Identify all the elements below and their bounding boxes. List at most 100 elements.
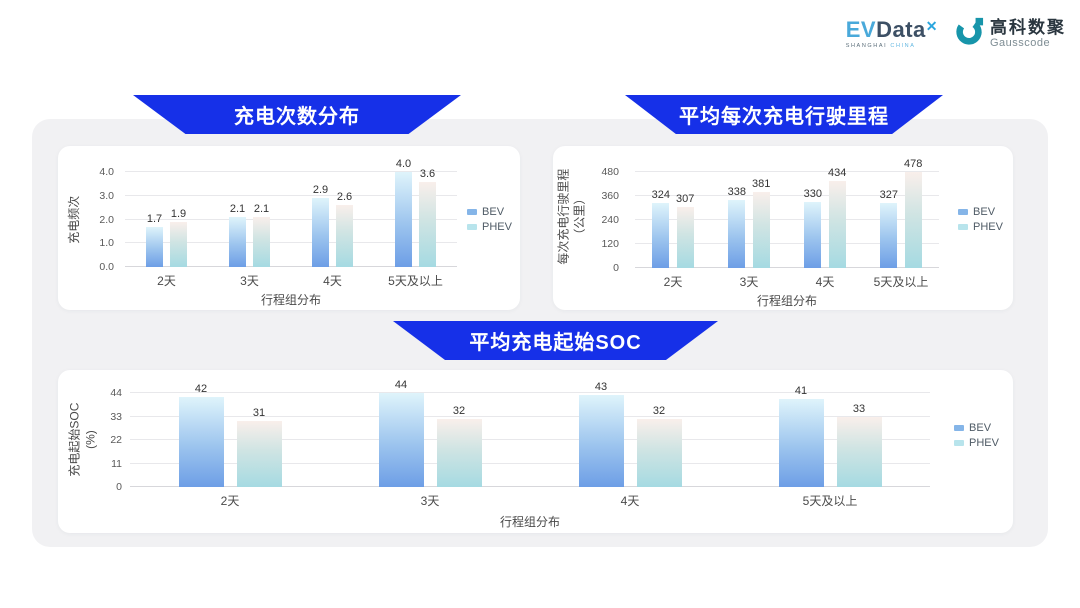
bar-value-label: 434 bbox=[828, 167, 847, 180]
y-tick-label: 480 bbox=[601, 166, 619, 178]
gridline bbox=[130, 486, 930, 487]
x-tick-label: 3天 bbox=[240, 274, 259, 288]
bar-group: 42 31 bbox=[130, 383, 330, 487]
legend-item-bev[interactable]: BEV bbox=[467, 206, 512, 218]
bar-column: 338 bbox=[728, 172, 746, 268]
bar-column: 32 bbox=[436, 393, 482, 487]
bar-value-label: 2.1 bbox=[253, 203, 270, 216]
legend-swatch-phev-icon bbox=[954, 440, 965, 446]
gausscode-logo: 高科数聚 Gausscode bbox=[954, 16, 1066, 51]
y-tick-label: 4.0 bbox=[99, 166, 114, 178]
y-tick-label: 0.0 bbox=[99, 261, 114, 273]
bar-phev-1 bbox=[253, 217, 270, 267]
bar-bev-2 bbox=[312, 198, 329, 267]
bar-group: 324 307 bbox=[635, 172, 711, 268]
legend-swatch-phev-icon bbox=[467, 224, 478, 230]
bar-value-label: 327 bbox=[879, 188, 898, 201]
bar-column: 324 bbox=[652, 172, 670, 268]
y-tick-label: 44 bbox=[110, 387, 122, 399]
y-tick-label: 240 bbox=[601, 214, 619, 226]
y-axis-ticks: 0 120 240 360 480 bbox=[591, 166, 625, 274]
x-tick-label: 2天 bbox=[220, 494, 240, 508]
x-axis-labels: 2天 3天 4天 5天及以上 bbox=[635, 273, 939, 289]
bar-group: 2.9 2.6 bbox=[291, 172, 374, 267]
gridline bbox=[635, 267, 939, 268]
legend-item-phev[interactable]: PHEV bbox=[467, 221, 512, 233]
bar-column: 44 bbox=[378, 379, 424, 487]
chart-avg-start-soc: 充电起始SOC (%) 0 11 22 33 44 42 31 44 32 43 32 41 33 2天… bbox=[58, 370, 1013, 533]
x-axis-title: 行程组分布 bbox=[499, 515, 560, 529]
legend: BEV PHEV bbox=[467, 206, 512, 233]
gridline bbox=[125, 242, 457, 244]
banner-title: 充电次数分布 bbox=[234, 106, 360, 128]
bar-column: 330 bbox=[804, 172, 822, 268]
x-tick-label: 4天 bbox=[323, 274, 342, 288]
chart-charging-frequency: 充电频次 0.0 1.0 2.0 3.0 4.0 1.7 1.9 2.1 2.1 2.9 2.6 4… bbox=[58, 146, 520, 310]
gausscode-en-text: Gausscode bbox=[990, 36, 1051, 49]
legend-item-phev[interactable]: PHEV bbox=[958, 221, 1003, 233]
y-tick-label: 33 bbox=[110, 410, 122, 423]
evdata-logo-data: Data bbox=[876, 16, 926, 42]
x-axis-title: 行程组分布 bbox=[260, 293, 321, 307]
bar-groups: 1.7 1.9 2.1 2.1 2.9 2.6 4.0 3.6 bbox=[125, 158, 457, 267]
legend-swatch-bev-icon bbox=[954, 425, 965, 431]
gridline bbox=[125, 171, 457, 172]
bar-group: 41 33 bbox=[730, 385, 930, 487]
legend-label: PHEV bbox=[969, 437, 999, 449]
legend-label: PHEV bbox=[482, 221, 512, 233]
bar-phev-0 bbox=[170, 221, 187, 267]
x-axis-title: 行程组分布 bbox=[756, 294, 817, 308]
bar-column: 4.0 bbox=[395, 158, 412, 267]
banner-title: 平均充电起始SOC bbox=[469, 332, 642, 354]
gridline bbox=[635, 195, 939, 196]
bar-bev-0 bbox=[652, 203, 670, 268]
gridline bbox=[635, 243, 939, 244]
bar-bev-1 bbox=[378, 393, 424, 487]
gridline bbox=[635, 171, 939, 172]
y-tick-label: 3.0 bbox=[99, 189, 114, 202]
bar-group: 4.0 3.6 bbox=[374, 158, 457, 267]
y-tick-label: 0 bbox=[116, 481, 122, 493]
x-tick-label: 5天及以上 bbox=[873, 275, 929, 289]
bar-bev-1 bbox=[728, 200, 746, 268]
bar-value-label: 330 bbox=[803, 188, 822, 200]
bar-column: 327 bbox=[880, 172, 898, 268]
plot-area: 42 31 44 32 43 32 41 33 bbox=[130, 379, 930, 487]
brand-logos: EVData✕ SHANGHAI CHINA 高科数聚 Gausscode bbox=[846, 16, 1066, 51]
legend-item-phev[interactable]: PHEV bbox=[954, 437, 999, 449]
bar-value-label: 33 bbox=[852, 402, 866, 415]
legend-swatch-bev-icon bbox=[467, 209, 478, 215]
bar-value-label: 2.9 bbox=[312, 184, 329, 197]
bar-bev-1 bbox=[229, 217, 246, 267]
bar-column: 2.6 bbox=[336, 172, 353, 267]
bar-value-label: 1.7 bbox=[146, 212, 163, 225]
legend-item-bev[interactable]: BEV bbox=[954, 422, 999, 434]
bar-column: 2.1 bbox=[229, 172, 246, 267]
bar-column: 434 bbox=[828, 167, 846, 268]
card-avg-distance: 每次充电行驶里程 （公里） 0 120 240 360 480 324 307 338 381 3… bbox=[553, 146, 1013, 310]
legend-item-bev[interactable]: BEV bbox=[958, 206, 1003, 218]
bar-value-label: 324 bbox=[651, 189, 670, 202]
bar-value-label: 2.1 bbox=[229, 203, 246, 216]
bar-column: 32 bbox=[636, 393, 682, 487]
bar-phev-2 bbox=[636, 418, 682, 487]
bar-value-label: 44 bbox=[394, 379, 408, 391]
gridline bbox=[130, 462, 930, 464]
bar-phev-2 bbox=[828, 181, 846, 268]
legend-label: BEV bbox=[482, 206, 505, 218]
bar-column: 3.6 bbox=[419, 168, 436, 267]
evdata-x-icon: ✕ bbox=[925, 17, 938, 34]
bar-group: 327 478 bbox=[863, 158, 939, 268]
bar-column: 41 bbox=[778, 385, 824, 487]
bar-value-label: 32 bbox=[652, 404, 666, 417]
evdata-sub-china: CHINA bbox=[890, 42, 916, 49]
legend-swatch-phev-icon bbox=[958, 224, 969, 230]
x-tick-label: 4天 bbox=[620, 494, 640, 508]
y-tick-label: 360 bbox=[601, 190, 619, 202]
bar-value-label: 338 bbox=[727, 186, 746, 199]
bar-column: 2.9 bbox=[312, 172, 329, 267]
x-tick-label: 2天 bbox=[663, 275, 683, 289]
bar-column: 307 bbox=[676, 172, 694, 268]
card-avg-start-soc: 充电起始SOC (%) 0 11 22 33 44 42 31 44 32 43 32 41 33 2天… bbox=[58, 370, 1013, 533]
bar-column: 43 bbox=[578, 381, 624, 487]
